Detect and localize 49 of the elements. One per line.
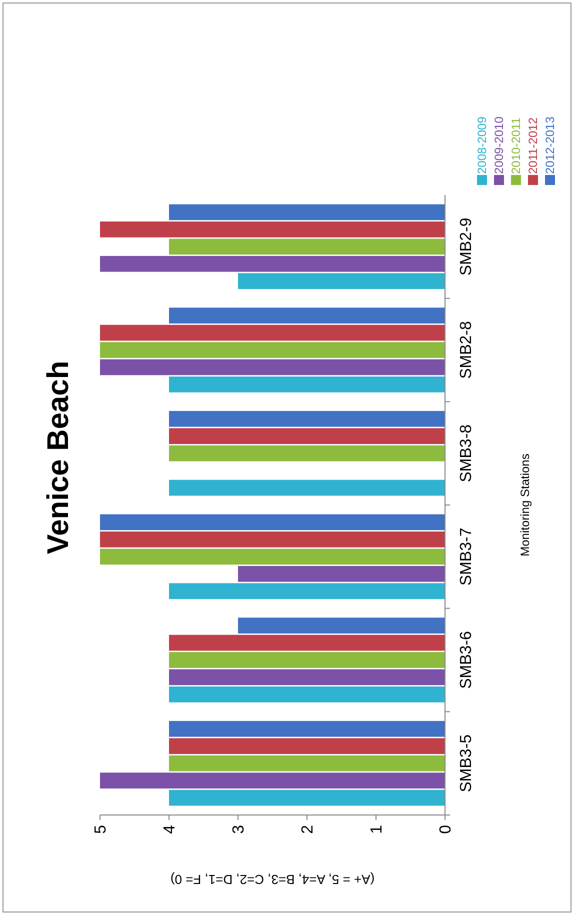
bar bbox=[100, 548, 445, 565]
bar bbox=[169, 308, 445, 324]
bar bbox=[100, 514, 445, 530]
text: 2011-2012 bbox=[526, 117, 540, 174]
text: Venice Beach bbox=[42, 360, 75, 554]
bar bbox=[100, 532, 445, 548]
bar bbox=[100, 324, 445, 341]
bar bbox=[169, 720, 445, 737]
x-tick-label: 1 bbox=[368, 824, 386, 834]
bar bbox=[100, 342, 445, 358]
y-tick-label: SMB3-5 bbox=[458, 734, 475, 792]
bar bbox=[169, 686, 445, 702]
text: 2009-2010 bbox=[492, 116, 506, 174]
y-tick-label: SMB2-9 bbox=[458, 218, 475, 276]
bar bbox=[169, 480, 445, 496]
bar bbox=[169, 376, 445, 392]
bar bbox=[238, 618, 445, 634]
bar bbox=[169, 755, 445, 772]
y-tick-label: SMB3-6 bbox=[458, 631, 475, 689]
bar bbox=[100, 772, 445, 788]
text: 2008-2009 bbox=[475, 116, 490, 174]
x-tick-label: 3 bbox=[230, 824, 248, 834]
bar bbox=[238, 566, 445, 582]
x-tick-label: 4 bbox=[162, 824, 179, 834]
bar bbox=[169, 652, 445, 668]
y-tick-label: SMB2-8 bbox=[458, 321, 475, 379]
y-tick-label: SMB3-7 bbox=[458, 528, 475, 586]
bar bbox=[238, 273, 445, 290]
bar bbox=[169, 738, 445, 754]
bar bbox=[169, 634, 445, 651]
bar bbox=[100, 359, 445, 376]
bar bbox=[169, 445, 445, 462]
bar bbox=[169, 428, 445, 444]
bar bbox=[100, 256, 445, 272]
bar bbox=[169, 410, 445, 427]
y-tick-label: SMB3-8 bbox=[458, 424, 475, 482]
text: 2010-2011 bbox=[509, 117, 524, 174]
x-tick-label: 2 bbox=[300, 824, 317, 834]
x-tick-label: 0 bbox=[438, 824, 455, 834]
y-axis-title: Monitoring Stations bbox=[518, 454, 532, 556]
bar bbox=[169, 669, 445, 686]
bar bbox=[169, 204, 445, 220]
x-tick-label: 5 bbox=[92, 824, 110, 834]
bar bbox=[169, 238, 445, 255]
bar bbox=[169, 583, 445, 600]
bar bbox=[100, 222, 445, 238]
x-axis-title: (A+ = 5, A=4, B=3, C=2, D=1, F= 0) bbox=[170, 872, 375, 887]
text: 2012-2013 bbox=[543, 116, 558, 174]
bar bbox=[169, 790, 445, 806]
